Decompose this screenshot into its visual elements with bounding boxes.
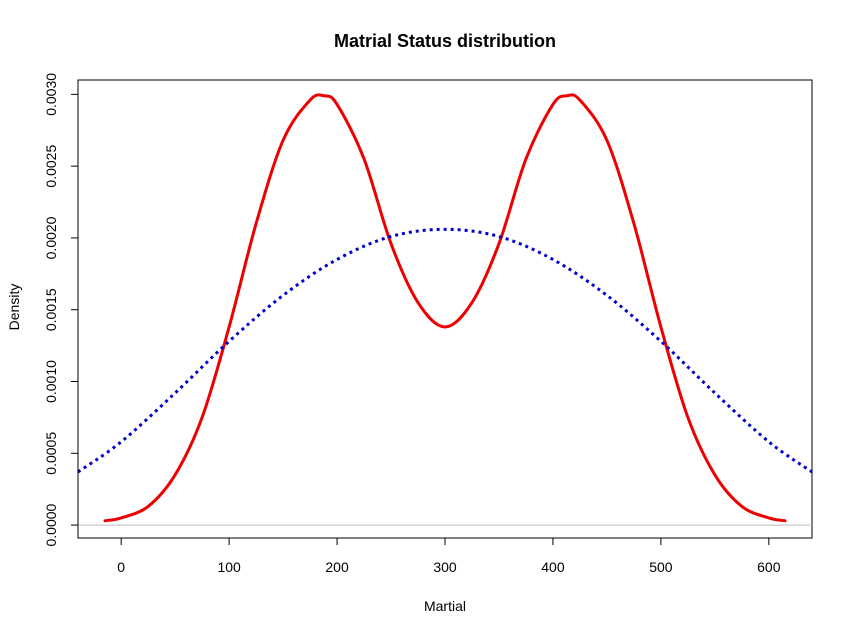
x-tick-label: 400 (541, 559, 565, 575)
y-tick-label: 0.0020 (43, 216, 59, 259)
x-tick-label: 300 (433, 559, 457, 575)
y-tick-label: 0.0000 (43, 503, 59, 546)
y-tick-label: 0.0030 (43, 73, 59, 116)
x-tick-label: 200 (325, 559, 349, 575)
x-axis-label: Martial (424, 598, 466, 614)
x-tick-label: 600 (757, 559, 781, 575)
plot-frame (77, 79, 813, 539)
x-tick-label: 100 (217, 559, 241, 575)
x-tick-label: 500 (649, 559, 673, 575)
x-axis: 0 100 200 300 400 500 600 (117, 537, 781, 575)
series-line-2 (77, 227, 813, 474)
y-axis-label: Density (6, 284, 22, 331)
y-tick-label: 0.0005 (43, 432, 59, 475)
series-layer (77, 93, 813, 523)
series-line-1 (103, 93, 787, 523)
y-tick-label: 0.0010 (43, 360, 59, 403)
x-tick-label: 0 (117, 559, 125, 575)
y-tick-label: 0.0015 (43, 288, 59, 331)
y-axis: 0.0000 0.0005 0.0010 0.0015 0.0020 0.0025 0.00… (43, 73, 79, 546)
y-tick-label: 0.0025 (43, 145, 59, 188)
chart-title: Matrial Status distribution (334, 31, 556, 51)
